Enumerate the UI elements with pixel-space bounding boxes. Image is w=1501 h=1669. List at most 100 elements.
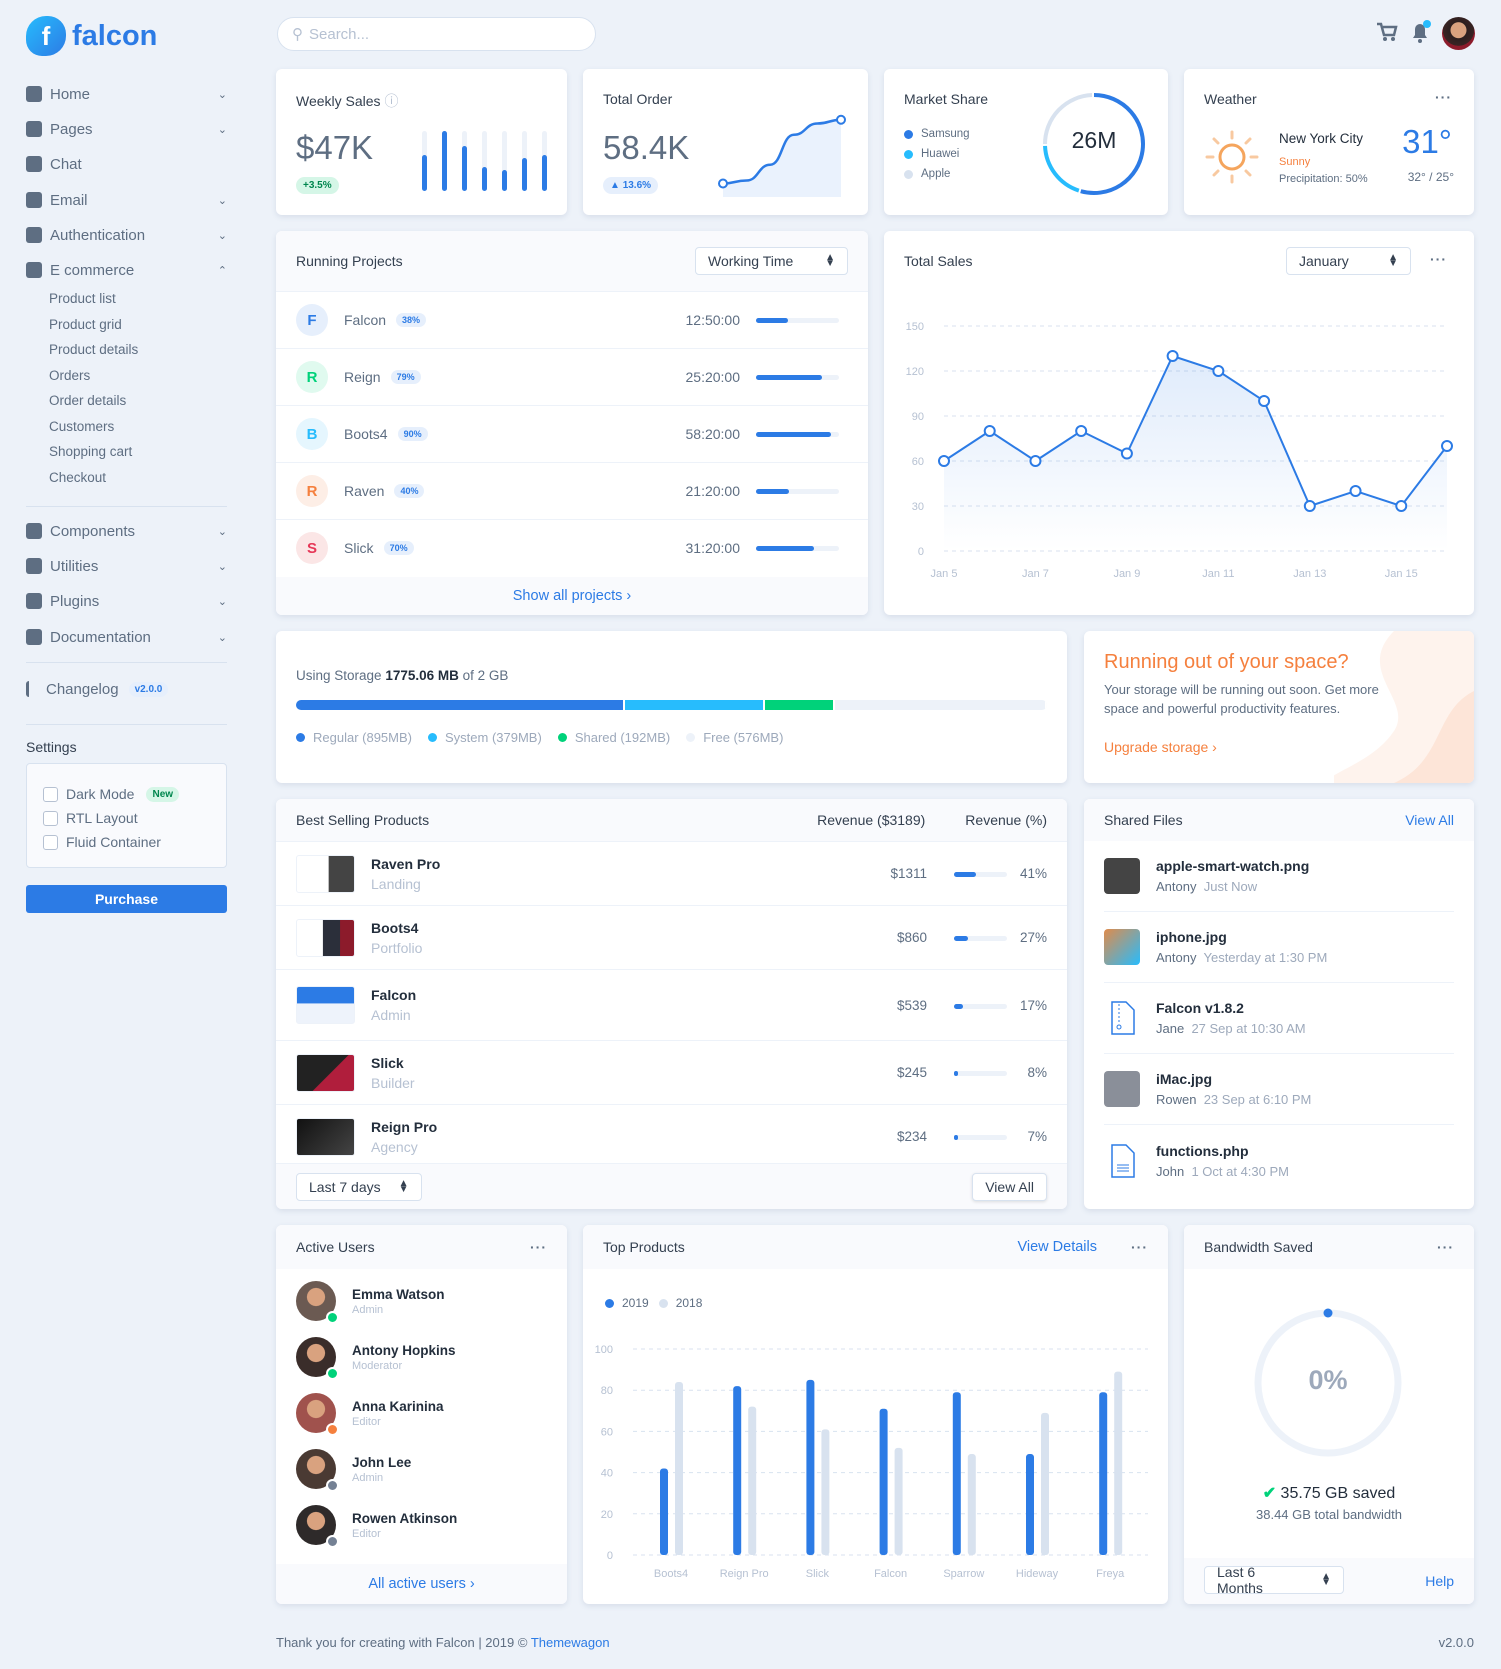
bar-falcon-2019[interactable] bbox=[879, 1408, 888, 1555]
sales-point-jan-14[interactable] bbox=[1349, 485, 1362, 497]
y-tick-label: 80 bbox=[601, 1385, 613, 1397]
sales-point-jan-16[interactable] bbox=[1441, 440, 1453, 452]
sidebar-subitem[interactable]: Customers bbox=[49, 419, 115, 434]
sidebar-subitem[interactable]: Checkout bbox=[49, 470, 107, 485]
active-user-row[interactable]: John Lee Admin bbox=[296, 1441, 411, 1497]
bar-slick-2018[interactable] bbox=[821, 1429, 830, 1555]
sidebar-subitem[interactable]: Product grid bbox=[49, 317, 122, 332]
user-avatar[interactable] bbox=[1442, 17, 1475, 50]
bar-hideway-2019[interactable] bbox=[1026, 1454, 1034, 1555]
sidebar-item-changelog[interactable]: Changelog v2.0.0 bbox=[26, 676, 227, 702]
sidebar-item-pages[interactable]: Pages ⌄ bbox=[26, 116, 227, 142]
search-box[interactable]: ⚲ bbox=[277, 17, 596, 51]
sidebar-subitem[interactable]: Product list bbox=[49, 291, 116, 306]
sidebar-item-email[interactable]: Email ⌄ bbox=[26, 187, 227, 213]
sales-point-jan-11[interactable] bbox=[1212, 365, 1225, 377]
bar-boots4-2018[interactable] bbox=[675, 1381, 683, 1555]
bar-slick-2019[interactable] bbox=[806, 1379, 815, 1555]
project-row[interactable]: B Boots4 90% 58:20:00 bbox=[276, 405, 868, 462]
sidebar-subitem[interactable]: Order details bbox=[49, 393, 127, 408]
sales-point-jan-7[interactable] bbox=[1029, 455, 1042, 467]
bar-reign-pro-2018[interactable] bbox=[748, 1406, 757, 1555]
more-options-icon[interactable]: ··· bbox=[1430, 251, 1447, 267]
working-time-select[interactable]: Working Time ▲ ▼ bbox=[695, 247, 848, 275]
bar-sparrow-2018[interactable] bbox=[967, 1454, 976, 1555]
product-row[interactable]: Reign Pro Agency $234 7% bbox=[276, 1104, 1067, 1168]
shared-file-row[interactable]: iMac.jpg Rowen 23 Sep at 6:10 PM bbox=[1104, 1054, 1454, 1125]
checkbox[interactable] bbox=[43, 834, 58, 850]
product-row[interactable]: Boots4 Portfolio $860 27% bbox=[276, 905, 1067, 969]
bar-boots4-2019[interactable] bbox=[660, 1468, 668, 1555]
more-options-icon[interactable]: ··· bbox=[1437, 1239, 1454, 1255]
sales-point-jan-5[interactable] bbox=[938, 455, 950, 467]
all-active-users-link[interactable]: All active users › bbox=[276, 1564, 567, 1604]
months-select[interactable]: Last 6 Months ▲ ▼ bbox=[1204, 1564, 1344, 1596]
sidebar-item-utilities[interactable]: Utilities ⌄ bbox=[26, 553, 227, 579]
product-row[interactable]: Raven Pro Landing $1311 41% bbox=[276, 841, 1067, 905]
bar-reign-pro-2019[interactable] bbox=[733, 1386, 742, 1555]
brand-logo[interactable]: f falcon bbox=[26, 16, 157, 56]
sales-point-jan-6[interactable] bbox=[983, 425, 996, 437]
project-row[interactable]: R Reign 79% 25:20:00 bbox=[276, 348, 868, 405]
setting-rtl-layout-checkbox[interactable]: RTL Layout bbox=[43, 806, 210, 830]
search-input[interactable] bbox=[309, 25, 569, 43]
checkbox[interactable] bbox=[43, 810, 58, 826]
question-circle-icon[interactable]: ⓘ bbox=[384, 93, 399, 109]
view-all-files-link[interactable]: View All bbox=[1405, 812, 1454, 828]
shared-file-row[interactable]: Falcon v1.8.2 Jane 27 Sep at 10:30 AM bbox=[1104, 983, 1454, 1054]
purchase-button[interactable]: Purchase bbox=[26, 885, 227, 913]
view-details-link[interactable]: View Details bbox=[1017, 1239, 1097, 1255]
bar-freya-2018[interactable] bbox=[1114, 1371, 1123, 1555]
month-select[interactable]: January ▲ ▼ bbox=[1286, 247, 1411, 275]
sales-point-jan-9[interactable] bbox=[1120, 447, 1133, 460]
active-user-row[interactable]: Anna Karinina Editor bbox=[296, 1385, 444, 1441]
setting-dark-mode-checkbox[interactable]: Dark Mode New bbox=[43, 782, 210, 806]
bar-sparrow-2019[interactable] bbox=[952, 1392, 961, 1555]
total-sales-card: Total Sales January ▲ ▼ ··· 0 30 60 90 120 150 J… bbox=[884, 231, 1474, 615]
bar-hideway-2018[interactable] bbox=[1041, 1412, 1049, 1555]
help-link[interactable]: Help bbox=[1425, 1573, 1454, 1589]
project-row[interactable]: S Slick 70% 31:20:00 bbox=[276, 519, 868, 576]
sidebar-subitem[interactable]: Shopping cart bbox=[49, 444, 133, 459]
shared-file-row[interactable]: functions.php John 1 Oct at 4:30 PM bbox=[1104, 1125, 1454, 1196]
upgrade-storage-link[interactable]: Upgrade storage › bbox=[1104, 739, 1217, 755]
themewagon-link[interactable]: Themewagon bbox=[530, 1635, 610, 1650]
more-options-icon[interactable]: ··· bbox=[530, 1239, 547, 1255]
weekly-sales-card: Weekly Sales ⓘ $47K +3.5% bbox=[276, 69, 567, 215]
date-range-select[interactable]: Last 7 days ▲ ▼ bbox=[296, 1173, 422, 1201]
sidebar-item-components[interactable]: Components ⌄ bbox=[26, 518, 227, 544]
sidebar-item-chat[interactable]: Chat bbox=[26, 151, 227, 177]
sales-point-jan-13[interactable] bbox=[1303, 500, 1316, 512]
sidebar-subitem[interactable]: Orders bbox=[49, 368, 91, 383]
sales-point-jan-12[interactable] bbox=[1258, 395, 1271, 407]
shared-file-row[interactable]: iphone.jpg Antony Yesterday at 1:30 PM bbox=[1104, 912, 1454, 983]
active-user-row[interactable]: Antony Hopkins Moderator bbox=[296, 1329, 456, 1385]
sidebar-item-e-commerce[interactable]: E commerce ⌃ bbox=[26, 257, 227, 283]
active-user-row[interactable]: Emma Watson Admin bbox=[296, 1273, 445, 1329]
sidebar-item-documentation[interactable]: Documentation ⌄ bbox=[26, 624, 227, 650]
more-options-icon[interactable]: ··· bbox=[1131, 1239, 1148, 1255]
more-options-icon[interactable]: ··· bbox=[1435, 89, 1452, 105]
show-all-projects-link[interactable]: Show all projects › bbox=[276, 577, 868, 615]
file-time: 23 Sep at 6:10 PM bbox=[1203, 1092, 1312, 1107]
sidebar-item-home[interactable]: Home ⌄ bbox=[26, 81, 227, 107]
sales-point-jan-8[interactable] bbox=[1075, 425, 1088, 437]
product-row[interactable]: Slick Builder $245 8% bbox=[276, 1040, 1067, 1104]
sidebar-item-authentication[interactable]: Authentication ⌄ bbox=[26, 222, 227, 248]
view-all-button[interactable]: View All bbox=[972, 1173, 1047, 1201]
sidebar-item-plugins[interactable]: Plugins ⌄ bbox=[26, 588, 227, 614]
shared-file-row[interactable]: apple-smart-watch.png Antony Just Now bbox=[1104, 841, 1454, 912]
bar-falcon-2018[interactable] bbox=[894, 1447, 903, 1555]
bell-icon[interactable] bbox=[1410, 19, 1432, 45]
checkbox[interactable] bbox=[43, 786, 58, 802]
sales-point-jan-15[interactable] bbox=[1395, 500, 1408, 512]
project-row[interactable]: F Falcon 38% 12:50:00 bbox=[276, 291, 868, 348]
project-row[interactable]: R Raven 40% 21:20:00 bbox=[276, 462, 868, 519]
cart-icon[interactable] bbox=[1376, 22, 1398, 42]
product-row[interactable]: Falcon Admin $539 17% bbox=[276, 969, 1067, 1040]
setting-fluid-container-checkbox[interactable]: Fluid Container bbox=[43, 830, 210, 854]
sidebar-subitem[interactable]: Product details bbox=[49, 342, 139, 357]
bar-freya-2019[interactable] bbox=[1099, 1392, 1108, 1555]
active-user-row[interactable]: Rowen Atkinson Editor bbox=[296, 1497, 457, 1553]
sales-point-jan-10[interactable] bbox=[1166, 350, 1179, 362]
